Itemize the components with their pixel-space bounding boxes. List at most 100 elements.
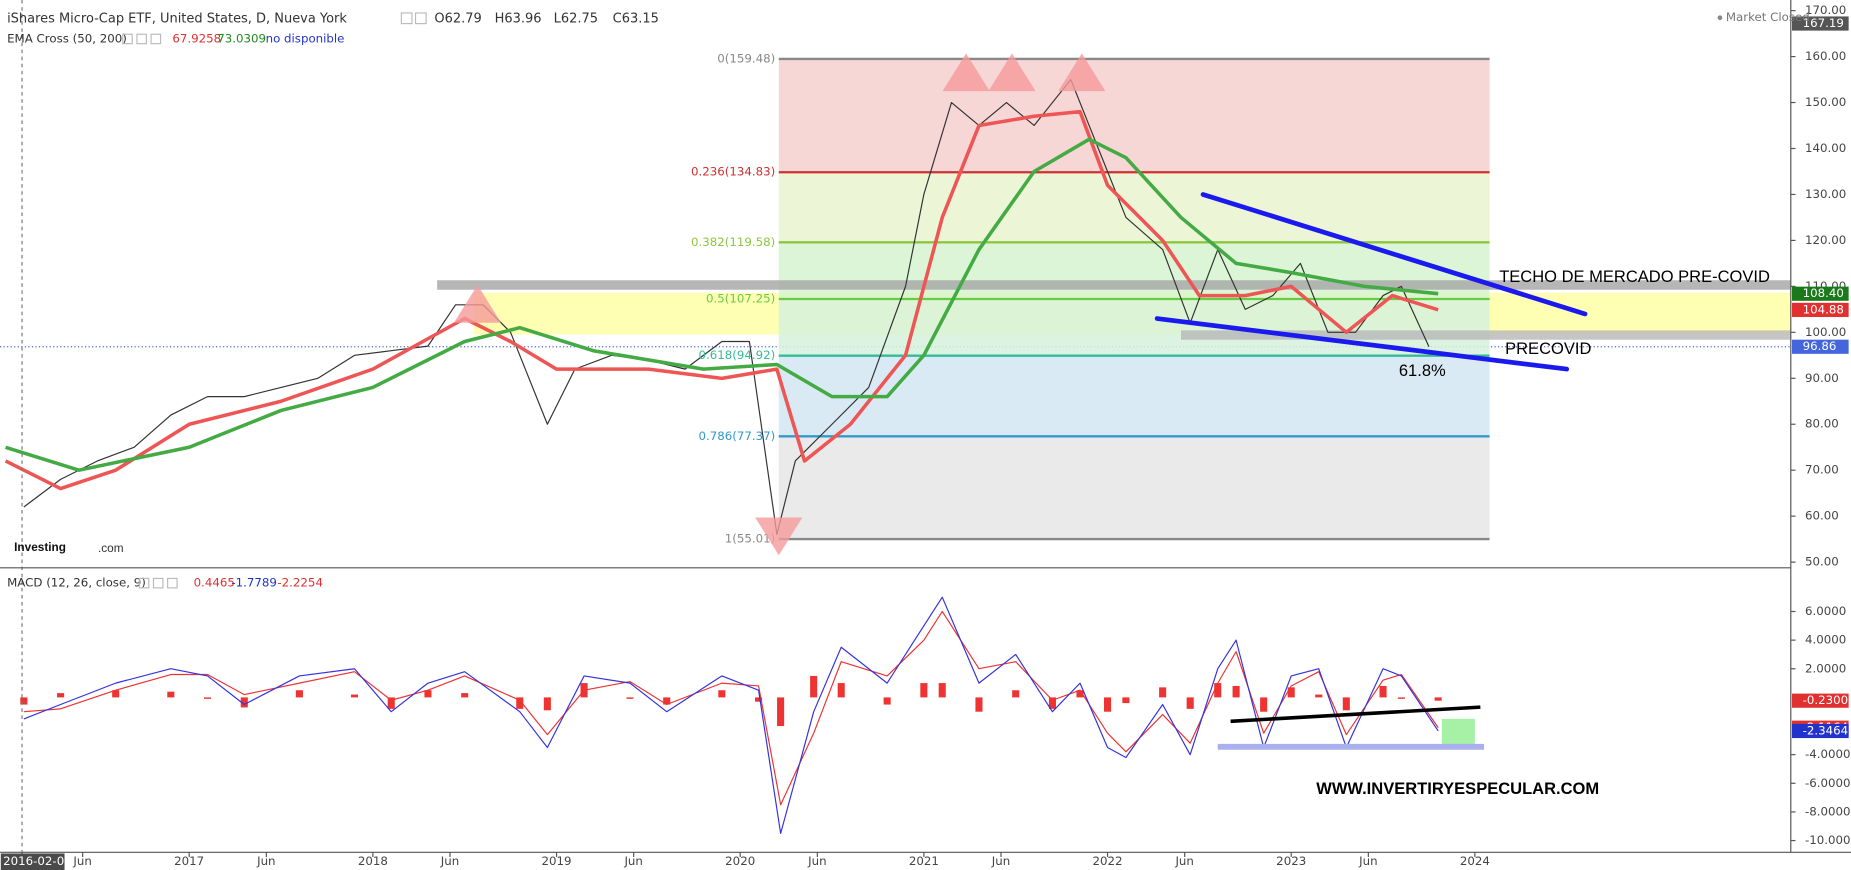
y-tick-label: 50.00 <box>1805 555 1839 569</box>
histogram-bar <box>1342 697 1350 711</box>
histogram-bar <box>718 690 726 698</box>
icon[interactable] <box>150 33 162 45</box>
indicator-value: 0.4465 <box>194 576 235 590</box>
fib-label: 0.5(107.25) <box>706 292 775 306</box>
icon[interactable] <box>152 577 164 589</box>
price-tag-label: -0.2300 <box>1803 693 1849 707</box>
y-tick-label: 4.0000 <box>1805 633 1846 647</box>
icon[interactable] <box>136 33 147 45</box>
indicator-name: EMA Cross (50, 200) <box>7 31 127 45</box>
ohlc-close: C63.15 <box>613 11 659 26</box>
signal-line <box>23 610 1439 806</box>
market-status: Market Closed <box>1726 10 1810 24</box>
price-line <box>23 78 1430 536</box>
icon[interactable] <box>122 33 133 45</box>
logo-suffix: .com <box>98 541 124 555</box>
histogram-bar <box>626 697 634 699</box>
x-tick-label: Jun <box>807 854 826 868</box>
fib-band <box>778 172 1490 243</box>
histogram-bar <box>543 697 551 711</box>
indicator-value: -1.7789 <box>231 576 277 590</box>
histogram-bar <box>350 694 359 698</box>
icon[interactable] <box>138 577 150 589</box>
histogram-bar <box>1012 690 1020 698</box>
y-tick-label: 120.00 <box>1805 233 1846 247</box>
histogram-bar <box>938 683 946 698</box>
price-line <box>5 137 1439 472</box>
y-tick-label: -10.0000 <box>1805 833 1851 847</box>
trend-line <box>1200 192 1588 317</box>
histogram-bar <box>837 683 845 698</box>
y-tick-label: -6.0000 <box>1805 776 1851 790</box>
histogram-bar <box>1186 697 1194 709</box>
fib-label: 0.618(94.92) <box>698 348 775 362</box>
histogram-bar <box>516 697 524 709</box>
fib-label: 0.786(77.37) <box>698 429 775 443</box>
triangle-marker <box>988 53 1036 92</box>
macd-line <box>23 596 1439 834</box>
triangle-marker <box>453 284 502 323</box>
histogram-bar <box>20 697 28 705</box>
annotation: PRECOVID <box>1505 339 1591 358</box>
histogram-bar <box>883 697 891 705</box>
x-tick-label: 2023 <box>1276 854 1306 868</box>
histogram-bar <box>240 697 248 708</box>
histogram-bar <box>1048 697 1056 709</box>
fib-band <box>778 436 1490 540</box>
fib-label: 0(159.48) <box>717 51 775 65</box>
y-tick-label: -4.0000 <box>1805 747 1851 761</box>
price-tag <box>1791 286 1849 301</box>
y-tick-label: 90.00 <box>1805 371 1839 385</box>
histogram-bar <box>57 693 65 698</box>
y-tick-label: 60.00 <box>1805 509 1839 523</box>
price-tag-label: 96.86 <box>1803 339 1837 353</box>
y-tick-label: 160.00 <box>1805 49 1846 63</box>
trend-line <box>1154 316 1570 372</box>
x-tick-label: 2017 <box>174 854 204 868</box>
y-tick-label: 130.00 <box>1805 187 1846 201</box>
histogram-bar <box>387 697 395 709</box>
y-tick-label: -8.0000 <box>1805 804 1851 818</box>
fib-band <box>778 355 1490 437</box>
highlight-box <box>1441 718 1475 747</box>
icon[interactable] <box>167 577 178 589</box>
histogram-bar <box>1260 697 1268 712</box>
histogram-bar <box>424 690 432 698</box>
fib-label: 0.236(134.83) <box>691 165 775 179</box>
x-tick-label: 2016-02-04 <box>3 854 72 868</box>
histogram-bar <box>167 691 175 698</box>
histogram-bar <box>663 697 671 705</box>
indicator-value: -2.2254 <box>277 576 323 590</box>
x-tick-label: Jun <box>1174 854 1193 868</box>
x-tick-label: 2020 <box>725 854 755 868</box>
y-tick-label: 80.00 <box>1805 417 1839 431</box>
x-tick-highlight <box>0 853 65 870</box>
x-tick-label: 2024 <box>1460 854 1490 868</box>
histogram-bar <box>777 697 785 727</box>
icon[interactable] <box>414 12 427 25</box>
histogram-bar <box>1159 687 1167 698</box>
histogram-bar <box>1076 690 1084 698</box>
trend-line <box>1230 705 1481 724</box>
annotation: TECHO DE MERCADO PRE-COVID <box>1499 267 1770 286</box>
y-tick-label: 2.0000 <box>1805 661 1846 675</box>
x-tick-label: 2019 <box>542 854 572 868</box>
y-tick-label: 150.00 <box>1805 95 1846 109</box>
histogram-bar <box>1103 697 1112 712</box>
price-tag-label: 104.88 <box>1803 302 1844 316</box>
histogram-bar <box>1379 685 1387 698</box>
histogram-bar <box>204 697 212 699</box>
plot-background <box>0 57 1791 834</box>
status-dot <box>1717 15 1723 21</box>
triangle-marker <box>942 53 990 92</box>
annotation: 61.8% <box>1399 361 1446 380</box>
y-tick-label: 70.00 <box>1805 463 1839 477</box>
fib-label: 0.382(119.58) <box>691 235 775 249</box>
icon[interactable] <box>400 12 413 25</box>
x-tick-label: 2021 <box>909 854 939 868</box>
price-tag-label: -2.3464 <box>1803 723 1849 737</box>
x-tick-label: Jun <box>440 854 459 868</box>
histogram-bar <box>810 675 818 698</box>
